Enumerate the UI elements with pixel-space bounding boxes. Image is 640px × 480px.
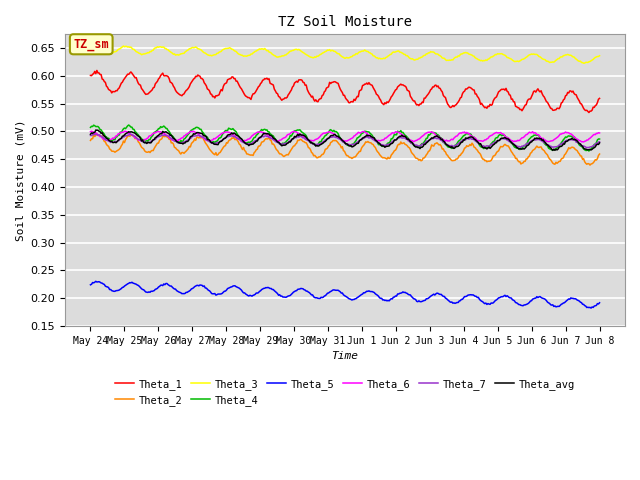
Theta_2 [372, 147, 380, 153]
Theta_4 [372, 138, 380, 144]
Theta_2 [462, 145, 470, 151]
Line: Theta_5: Theta_5 [90, 281, 600, 308]
Theta_6 [596, 130, 604, 136]
Theta_1 [246, 96, 253, 101]
Theta_7 [302, 137, 310, 143]
Theta_avg [86, 132, 94, 137]
Theta_5 [92, 278, 100, 284]
Theta_6 [86, 129, 94, 134]
Theta_7 [462, 137, 470, 143]
Line: Theta_2: Theta_2 [90, 134, 600, 165]
Theta_3 [461, 50, 468, 56]
Theta_avg [92, 127, 100, 133]
Theta_4 [596, 136, 604, 142]
Theta_avg [462, 135, 470, 141]
Y-axis label: Soil Moisture (mV): Soil Moisture (mV) [15, 120, 25, 241]
Theta_avg [397, 133, 404, 139]
Theta_3 [371, 54, 379, 60]
Theta_3 [596, 53, 604, 59]
Theta_4 [585, 148, 593, 154]
Theta_4 [86, 124, 94, 130]
Theta_2 [246, 152, 253, 158]
Theta_6 [397, 131, 404, 136]
Theta_7 [86, 132, 94, 138]
Theta_5 [86, 282, 94, 288]
Theta_7 [126, 132, 134, 137]
Theta_avg [372, 138, 380, 144]
Theta_3 [580, 60, 588, 66]
Theta_avg [549, 147, 557, 153]
Title: TZ Soil Moisture: TZ Soil Moisture [278, 15, 412, 29]
Theta_5 [372, 291, 380, 297]
Theta_1 [462, 86, 470, 92]
Theta_2 [397, 139, 404, 145]
Theta_avg [596, 140, 604, 146]
Theta_1 [86, 72, 94, 78]
Theta_avg [246, 142, 253, 147]
Legend: Theta_1, Theta_2, Theta_3, Theta_4, Theta_5, Theta_6, Theta_7, Theta_avg: Theta_1, Theta_2, Theta_3, Theta_4, Thet… [111, 375, 579, 410]
Theta_2 [586, 162, 594, 168]
Theta_5 [246, 292, 253, 298]
Theta_1 [550, 108, 557, 113]
Theta_6 [550, 137, 557, 143]
Theta_7 [596, 139, 604, 144]
Theta_2 [550, 161, 557, 167]
Theta_avg [551, 147, 559, 153]
Theta_7 [583, 145, 591, 151]
Theta_6 [580, 139, 588, 145]
Theta_1 [596, 96, 604, 101]
Theta_4 [302, 133, 310, 139]
Theta_2 [86, 138, 94, 144]
X-axis label: Time: Time [332, 351, 358, 361]
Theta_3 [549, 59, 557, 65]
Line: Theta_7: Theta_7 [90, 134, 600, 148]
Line: Theta_3: Theta_3 [90, 45, 600, 63]
Line: Theta_6: Theta_6 [90, 131, 600, 142]
Theta_6 [189, 128, 197, 134]
Theta_5 [462, 294, 470, 300]
Theta_1 [397, 81, 404, 87]
Theta_6 [302, 135, 310, 141]
Theta_4 [246, 140, 253, 145]
Theta_4 [550, 147, 557, 153]
Theta_5 [588, 305, 595, 311]
Theta_5 [302, 288, 310, 294]
Theta_3 [396, 49, 404, 55]
Theta_5 [550, 303, 557, 309]
Line: Theta_avg: Theta_avg [90, 130, 600, 150]
Theta_2 [93, 131, 100, 137]
Theta_4 [125, 122, 132, 128]
Theta_4 [397, 128, 404, 133]
Text: TZ_sm: TZ_sm [74, 38, 109, 51]
Theta_7 [550, 144, 557, 150]
Theta_1 [372, 91, 380, 97]
Line: Theta_4: Theta_4 [90, 125, 600, 151]
Theta_3 [245, 52, 253, 58]
Theta_3 [86, 42, 94, 48]
Theta_avg [302, 134, 310, 140]
Theta_7 [372, 139, 380, 144]
Theta_1 [93, 68, 100, 73]
Theta_1 [302, 82, 310, 88]
Theta_6 [372, 138, 380, 144]
Theta_7 [397, 134, 404, 140]
Theta_5 [596, 300, 604, 306]
Theta_5 [397, 290, 404, 296]
Theta_2 [302, 140, 310, 145]
Theta_6 [246, 135, 253, 141]
Theta_1 [585, 109, 593, 115]
Theta_7 [246, 141, 253, 146]
Theta_2 [596, 151, 604, 157]
Theta_4 [462, 132, 470, 137]
Theta_3 [301, 51, 309, 57]
Theta_6 [462, 131, 470, 136]
Line: Theta_1: Theta_1 [90, 71, 600, 112]
